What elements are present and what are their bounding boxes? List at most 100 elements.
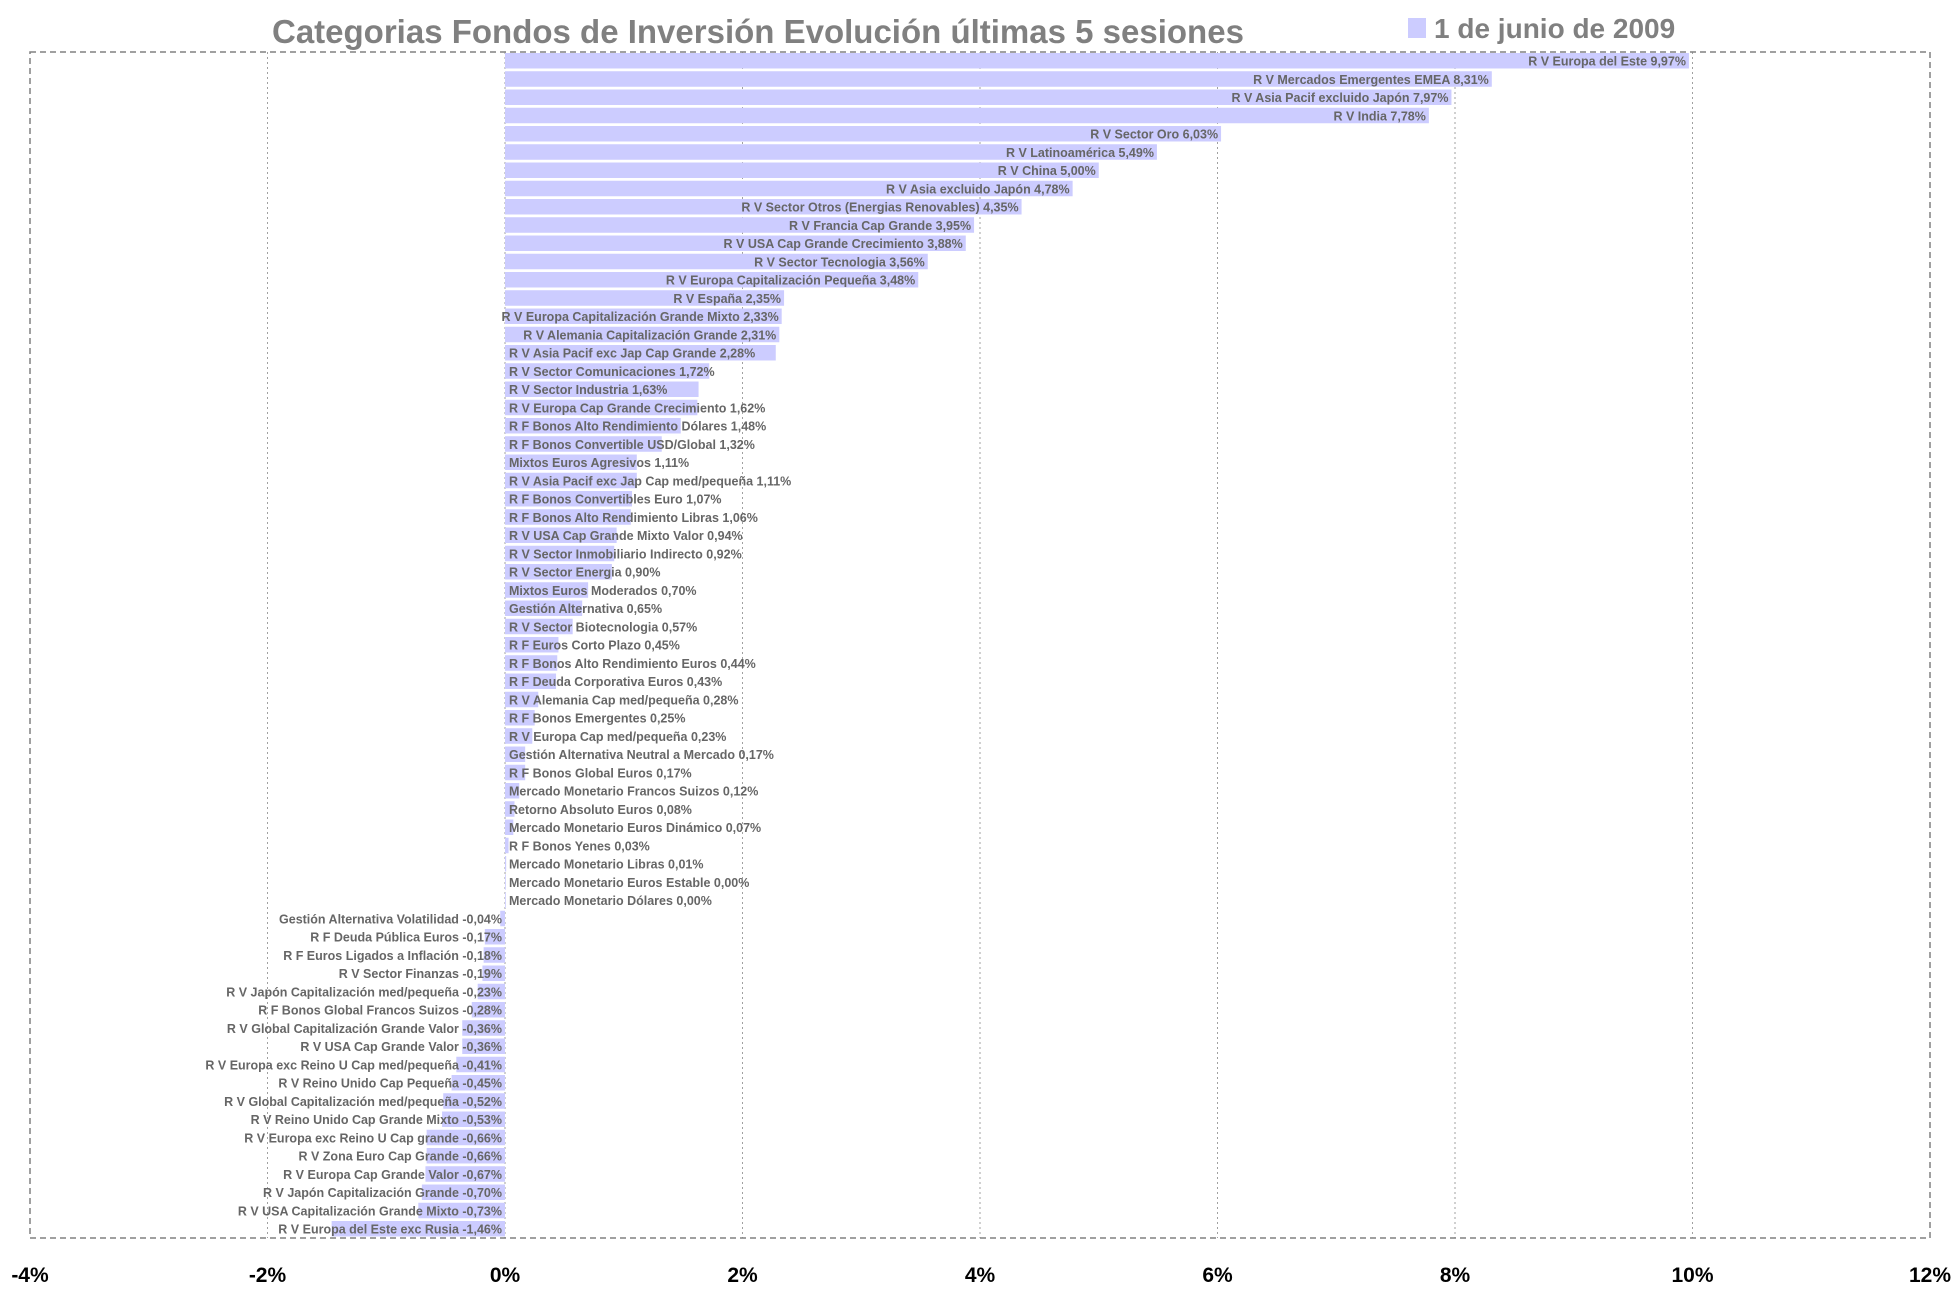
bar [505, 381, 699, 397]
bar-label: Gestión Alternativa Volatilidad -0,04% [279, 912, 502, 926]
x-tick-label: 10% [1671, 1264, 1713, 1287]
bar [418, 1202, 505, 1219]
bar [425, 1166, 505, 1182]
bar [505, 764, 526, 781]
bar [505, 673, 557, 689]
bar-label: R V Reino Unido Cap Grande Mixto -0,53% [251, 1113, 502, 1127]
bar-label: Mixtos Euros Moderados 0,70% [509, 584, 697, 598]
bar-label: R F Euros Corto Plazo 0,45% [509, 639, 680, 653]
bar [505, 180, 1073, 197]
bar [426, 1148, 505, 1164]
x-tick-label: 4% [965, 1264, 996, 1287]
x-tick-label: 0% [490, 1264, 521, 1287]
bar-label: R F Bonos Convertibles Euro 1,07% [509, 493, 722, 507]
bar-label: R F Euros Ligados a Inflación -0,18% [283, 949, 502, 963]
bar [442, 1111, 505, 1127]
bar-label: R V Global Capitalización med/pequeña -0… [224, 1095, 502, 1109]
bar-label: R V Alemania Cap med/pequeña 0,28% [509, 693, 738, 707]
bar [505, 527, 617, 543]
bar-label: R V USA Cap Grande Mixto Valor 0,94% [509, 529, 743, 543]
bar-label: R V Asia Pacif excluido Japón 7,97% [1231, 91, 1448, 105]
bar [505, 162, 1099, 178]
x-tick-label: -2% [249, 1264, 287, 1287]
bar-label: R V Asia Pacif exc Jap Cap med/pequeña 1… [509, 474, 791, 488]
bar-label: R V Europa del Este exc Rusia -1,46% [278, 1223, 502, 1237]
bar-label: R V Europa Cap med/pequeña 0,23% [509, 730, 726, 744]
bar-label: R V China 5,00% [998, 164, 1096, 178]
bar [505, 582, 589, 598]
bar-label: R F Bonos Alto Rendimiento Libras 1,06% [509, 511, 758, 525]
bar-label: R V India 7,78% [1333, 109, 1425, 123]
chart-title: Categorias Fondos de Inversión Evolución… [272, 13, 1244, 50]
bar [505, 892, 506, 908]
bar-label: R V Europa del Este 9,97% [1528, 55, 1686, 69]
bar [482, 965, 505, 981]
bar [505, 600, 583, 616]
bar [505, 199, 1022, 215]
bar-label: R V Sector Otros (Energias Renovables) 4… [741, 201, 1018, 215]
bar [505, 564, 612, 580]
bar-label: Mixtos Euros Agresivos 1,11% [509, 456, 689, 470]
bar [505, 491, 633, 507]
bar [456, 1056, 505, 1073]
bar-label: R V Asia Pacif exc Jap Cap Grande 2,28% [509, 347, 755, 361]
bar [505, 290, 785, 306]
bar [505, 655, 558, 671]
bar [505, 472, 637, 489]
bar-label: R F Deuda Corporativa Euros 0,43% [509, 675, 722, 689]
bar-label: R V Sector Industria 1,63% [509, 383, 667, 397]
bar-label: R V Sector Tecnologia 3,56% [754, 255, 925, 269]
bar-label: R V Mercados Emergentes EMEA 8,31% [1253, 73, 1489, 87]
bar-label: R F Bonos Alto Rendimiento Dólares 1,48% [509, 420, 766, 434]
plot-area-frame [29, 51, 1931, 1239]
bar [505, 545, 615, 562]
bar-label: R V España 2,35% [673, 292, 781, 306]
bar [505, 691, 539, 708]
bar-label: R V Global Capitalización Grande Valor -… [227, 1022, 502, 1036]
legend: 1 de junio de 2009 [1408, 13, 1675, 44]
bar-label: R V Europa Capitalización Pequeña 3,48% [666, 274, 915, 288]
bar-label: R F Bonos Global Francos Suizos -0,28% [258, 1004, 502, 1018]
bar-label: Mercado Monetario Euros Estable 0,00% [509, 876, 749, 890]
x-axis-tick-labels: -4% -2% 0% 2% 4% 6% 8% 10% 12% [11, 1264, 1951, 1287]
bar [471, 1002, 505, 1018]
bar-labels: R V Europa del Este 9,97% R V Mercados Em… [205, 55, 1686, 1237]
bar [505, 71, 1492, 87]
bar [505, 326, 780, 343]
bar [505, 89, 1452, 105]
bar [505, 436, 662, 452]
bar-label: R V Japón Capitalización Grande -0,70% [263, 1186, 502, 1200]
bar-label: Gestión Alternativa 0,65% [509, 602, 662, 616]
bar-label: R V Europa Cap Grande Crecimiento 1,62% [509, 401, 765, 415]
bar-label: R V USA Capitalización Grande Mixto -0,7… [238, 1204, 502, 1218]
bar [505, 363, 710, 379]
bar [421, 1184, 505, 1200]
bar [505, 618, 573, 635]
bar [505, 837, 509, 854]
bar-label: R V Asia excluido Japón 4,78% [886, 182, 1070, 196]
bar-label: R F Deuda Pública Euros -0,17% [310, 931, 502, 945]
x-tick-label: -4% [11, 1264, 49, 1287]
bar [505, 107, 1429, 124]
legend-label: 1 de junio de 2009 [1434, 13, 1675, 44]
bar [505, 308, 782, 324]
bar [505, 126, 1222, 142]
bar-label: R V Latinoamérica 5,49% [1006, 146, 1154, 160]
bar-label: Mercado Monetario Dólares 0,00% [509, 894, 712, 908]
bar-label: R F Bonos Global Euros 0,17% [509, 766, 692, 780]
bar [505, 710, 535, 726]
bar [505, 418, 681, 434]
bar-label: Mercado Monetario Francos Suizos 0,12% [509, 785, 758, 799]
bar [505, 253, 928, 270]
bar [484, 929, 505, 945]
bar [462, 1020, 505, 1036]
bar-label: R V Sector Oro 6,03% [1090, 128, 1218, 142]
bar-label: Retorno Absoluto Euros 0,08% [509, 803, 692, 817]
bar [500, 910, 505, 927]
bar-label: R V USA Cap Grande Crecimiento 3,88% [724, 237, 963, 251]
bar [505, 728, 533, 744]
bar-label: R V Sector Comunicaciones 1,72% [509, 365, 715, 379]
bar-label: R V Sector Finanzas -0,19% [339, 967, 502, 981]
bar [505, 272, 919, 288]
